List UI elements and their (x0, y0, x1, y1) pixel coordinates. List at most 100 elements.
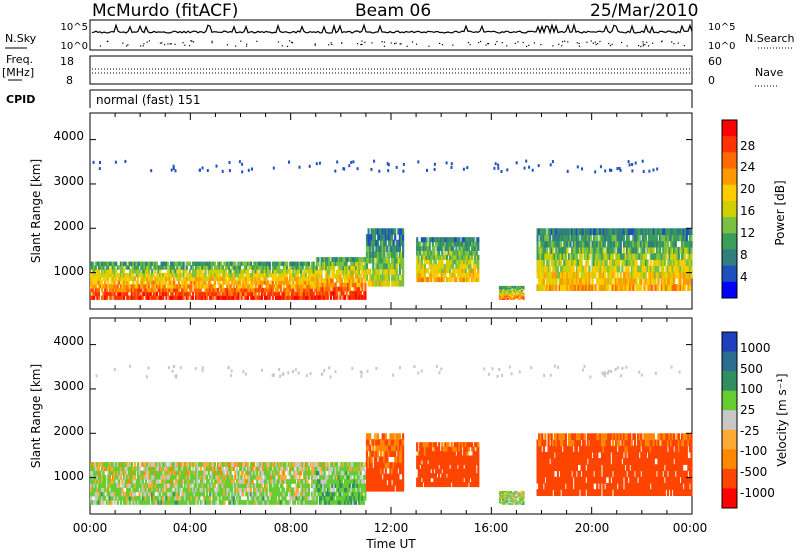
noise-search-dot (364, 41, 366, 43)
power-echo-cell (395, 239, 398, 247)
power-echo-cell (196, 291, 199, 297)
velocity-echo-cell (179, 483, 182, 488)
velocity-echo-cell (207, 466, 210, 472)
power-echo-cell (649, 228, 652, 236)
power-echo-cell (651, 228, 654, 236)
velocity-echo-cell (170, 495, 173, 501)
power-echo-cell (610, 278, 613, 285)
velocity-echo-cell (231, 466, 234, 472)
power-echo-cell (223, 269, 226, 274)
power-echo-cell (251, 287, 254, 293)
velocity-echo-cell (229, 470, 232, 476)
power-echo-cell (633, 265, 637, 273)
power-echo-cell (372, 262, 375, 270)
velocity-echo-cell (129, 483, 132, 488)
power-echo-cell (257, 280, 260, 285)
power-echo-cell (626, 246, 629, 254)
power-echo-cell (425, 250, 428, 256)
power-echo-cell (99, 276, 102, 281)
velocity-echo-cell (284, 466, 287, 472)
velocity-echo-cell (146, 491, 149, 497)
velocity-echo-cell (184, 495, 187, 501)
power-echo-cell (129, 287, 132, 293)
velocity-echo-cell (148, 495, 151, 501)
velocity-echo-cell (262, 479, 265, 484)
power-echo-cell (539, 234, 542, 242)
power-echo-cell (433, 237, 436, 243)
noise-search-dot (106, 40, 108, 43)
power-echo-cell (262, 261, 265, 266)
velocity-echo-cell (365, 473, 369, 480)
power-echo-cell (681, 253, 684, 260)
power-echo-cell (520, 285, 523, 288)
power-echo-cell (520, 287, 523, 290)
power-echo-cell (649, 259, 652, 267)
power-echo-cell (541, 271, 544, 279)
power-echo-cell (566, 240, 569, 248)
power-echo-cell (135, 261, 138, 266)
power-echo-cell (596, 228, 599, 236)
power-echo-cell (383, 262, 386, 270)
power-echo-cell (394, 268, 397, 275)
velocity-echo-cell (306, 500, 309, 505)
power-echo-cell (301, 261, 304, 266)
velocity-echo-cell (333, 500, 336, 505)
velocity-echo-cell (148, 479, 151, 484)
power-echo-cell (597, 265, 600, 273)
power-echo-cell (585, 284, 588, 291)
power-echo-cell (626, 234, 629, 242)
power-echo-cell (538, 259, 541, 267)
velocity-echo-cell (328, 466, 331, 472)
power-echo-cell (402, 228, 405, 235)
velocity-echo-cell (204, 466, 207, 472)
power-echo-cell (519, 287, 522, 290)
power-echo-cell (607, 253, 610, 260)
power-echo-cell (91, 280, 94, 285)
power-echo-cell (671, 240, 674, 248)
velocity-echo-cell (365, 479, 369, 486)
power-echo-cell (217, 276, 220, 281)
power-echo-cell (342, 282, 345, 288)
noise-search-dot (314, 44, 316, 46)
power-echo-cell (322, 257, 325, 262)
power-echo-cell (519, 295, 522, 298)
power-echo-cell (436, 237, 439, 243)
power-echo-cell (190, 287, 193, 293)
power-echo-cell (298, 265, 301, 270)
power-echo-cell (325, 278, 328, 283)
power-echo-cell (333, 265, 336, 271)
power-echo-cell (290, 265, 293, 270)
power-echo-cell (375, 257, 378, 264)
power-echo-cell (232, 272, 235, 278)
power-echo-cell (594, 246, 597, 254)
velocity-echo-cell (281, 487, 284, 493)
power-echo-cell (364, 261, 367, 267)
power-sparse-echo (174, 169, 177, 173)
power-echo-cell (572, 271, 575, 279)
velocity-echo-cell (190, 495, 193, 501)
power-echo-cell (629, 240, 632, 248)
velocity-echo-cell (193, 491, 196, 497)
velocity-echo-cell (212, 500, 215, 505)
power-echo-cell (344, 295, 347, 300)
power-echo-cell (309, 295, 312, 300)
velocity-echo-cell (119, 500, 122, 505)
velocity-echo-cell (265, 462, 268, 467)
power-echo-cell (195, 272, 198, 278)
power-echo-cell (238, 280, 242, 285)
power-echo-cell (224, 287, 227, 293)
power-echo-cell (430, 263, 433, 269)
power-echo-cell (589, 284, 593, 291)
power-echo-cell (110, 287, 113, 293)
power-echo-cell (209, 261, 212, 266)
velocity-echo-cell (320, 462, 323, 467)
power-echo-cell (555, 234, 558, 242)
power-echo-cell (420, 272, 423, 278)
velocity-echo-cell (226, 466, 229, 472)
velocity-echo-cell (242, 487, 245, 493)
power-echo-cell (326, 265, 329, 271)
power-echo-cell (171, 291, 174, 297)
velocity-echo-cell (198, 462, 201, 467)
power-echo-cell (182, 295, 185, 300)
noise-search-dot (599, 40, 601, 43)
